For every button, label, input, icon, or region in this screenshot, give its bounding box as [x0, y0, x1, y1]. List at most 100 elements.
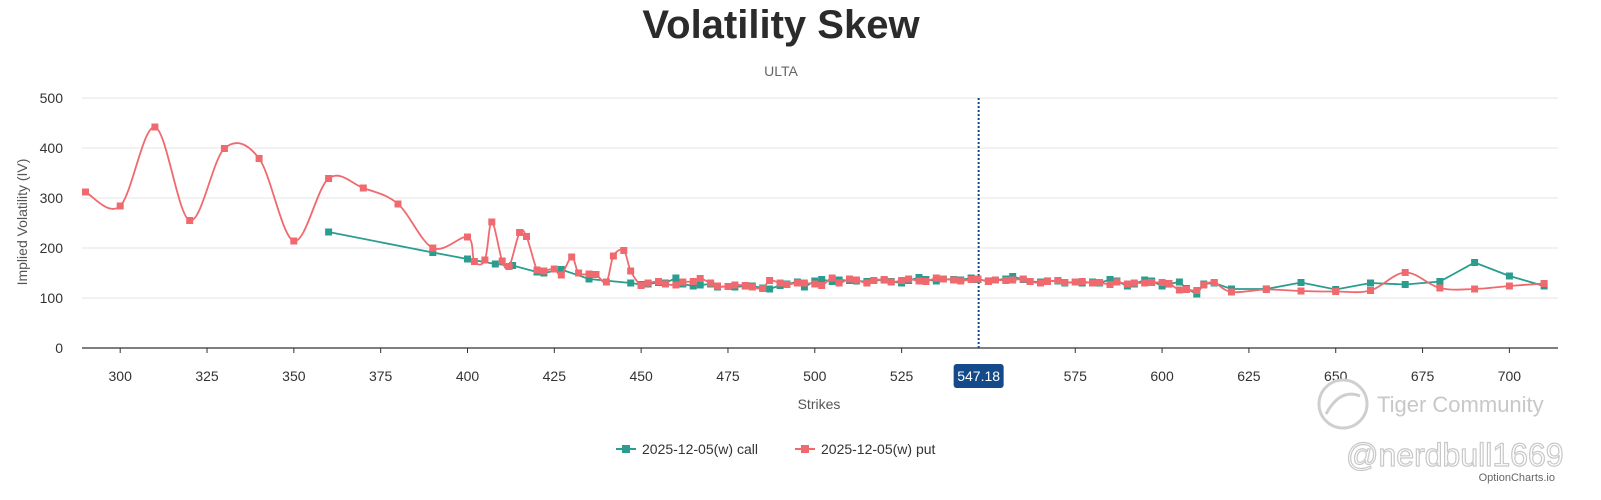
- data-point-put[interactable]: [602, 278, 610, 286]
- data-point-put[interactable]: [540, 267, 548, 275]
- data-point-put[interactable]: [655, 278, 662, 285]
- data-point-put[interactable]: [846, 275, 853, 283]
- data-point-put[interactable]: [828, 274, 836, 282]
- data-point-put[interactable]: [707, 279, 715, 287]
- data-point-put[interactable]: [1037, 279, 1044, 287]
- data-point-put[interactable]: [679, 278, 687, 286]
- data-point-put[interactable]: [870, 277, 878, 284]
- data-point-put[interactable]: [557, 271, 565, 279]
- data-point-put[interactable]: [1061, 279, 1069, 286]
- data-point-put[interactable]: [783, 281, 791, 288]
- data-point-put[interactable]: [800, 279, 808, 287]
- data-point-put[interactable]: [1071, 278, 1079, 286]
- data-point-call[interactable]: [818, 276, 826, 283]
- data-point-put[interactable]: [932, 274, 940, 282]
- data-point-put[interactable]: [1175, 286, 1183, 294]
- data-point-call[interactable]: [696, 281, 704, 289]
- data-point-put[interactable]: [488, 218, 496, 226]
- data-point-put[interactable]: [689, 278, 697, 285]
- data-point-call[interactable]: [800, 283, 808, 291]
- data-point-put[interactable]: [1141, 279, 1149, 287]
- data-point-put[interactable]: [116, 202, 124, 210]
- data-point-put[interactable]: [776, 279, 784, 287]
- data-point-put[interactable]: [533, 266, 541, 274]
- data-point-put[interactable]: [290, 237, 298, 245]
- data-point-put[interactable]: [1540, 280, 1548, 287]
- data-point-call[interactable]: [1401, 281, 1409, 288]
- data-point-put[interactable]: [523, 233, 530, 240]
- data-point-put[interactable]: [724, 283, 732, 290]
- data-point-call[interactable]: [766, 285, 774, 293]
- data-point-call[interactable]: [1471, 259, 1479, 266]
- legend-item-put[interactable]: 2025-12-05(w) put: [795, 441, 936, 457]
- data-point-call[interactable]: [1367, 279, 1374, 287]
- data-point-put[interactable]: [818, 282, 826, 289]
- data-point-put[interactable]: [853, 276, 860, 284]
- data-point-put[interactable]: [429, 244, 437, 252]
- data-point-put[interactable]: [592, 271, 600, 278]
- data-point-put[interactable]: [1019, 275, 1027, 283]
- data-point-put[interactable]: [394, 200, 402, 208]
- data-point-put[interactable]: [505, 263, 513, 270]
- data-point-put[interactable]: [898, 277, 906, 284]
- data-point-put[interactable]: [627, 267, 635, 275]
- data-point-put[interactable]: [748, 283, 756, 291]
- data-point-call[interactable]: [627, 279, 635, 287]
- data-point-put[interactable]: [568, 253, 576, 261]
- data-point-put[interactable]: [637, 282, 645, 289]
- data-point-put[interactable]: [1182, 286, 1190, 293]
- data-point-put[interactable]: [1332, 288, 1340, 295]
- data-point-put[interactable]: [1130, 279, 1138, 287]
- data-point-put[interactable]: [255, 155, 263, 162]
- data-point-put[interactable]: [1089, 279, 1097, 287]
- data-point-put[interactable]: [1096, 279, 1104, 286]
- data-point-put[interactable]: [1505, 282, 1513, 290]
- data-point-put[interactable]: [1297, 287, 1305, 295]
- data-point-put[interactable]: [1026, 278, 1034, 285]
- data-point-put[interactable]: [1262, 286, 1270, 293]
- data-point-put[interactable]: [1009, 276, 1017, 284]
- data-point-put[interactable]: [1078, 278, 1086, 285]
- data-point-put[interactable]: [880, 276, 888, 283]
- data-point-put[interactable]: [1200, 281, 1208, 289]
- data-point-put[interactable]: [186, 217, 194, 224]
- data-point-put[interactable]: [974, 275, 982, 283]
- data-point-put[interactable]: [766, 277, 774, 284]
- data-point-put[interactable]: [714, 282, 721, 290]
- data-point-put[interactable]: [731, 281, 739, 289]
- data-point-call[interactable]: [464, 255, 471, 263]
- data-point-put[interactable]: [1106, 281, 1114, 288]
- data-point-put[interactable]: [220, 145, 228, 152]
- data-point-put[interactable]: [887, 278, 895, 286]
- data-point-put[interactable]: [609, 252, 617, 260]
- legend-item-call[interactable]: 2025-12-05(w) call: [616, 441, 758, 457]
- data-point-put[interactable]: [498, 257, 506, 265]
- data-point-put[interactable]: [1436, 284, 1444, 292]
- data-point-put[interactable]: [325, 175, 333, 182]
- data-point-put[interactable]: [151, 123, 159, 131]
- data-point-call[interactable]: [325, 228, 333, 236]
- data-point-call[interactable]: [672, 274, 680, 282]
- data-point-put[interactable]: [984, 278, 992, 285]
- data-point-put[interactable]: [696, 275, 704, 282]
- data-point-put[interactable]: [620, 247, 628, 254]
- data-point-put[interactable]: [759, 285, 767, 292]
- data-point-put[interactable]: [82, 188, 89, 196]
- data-point-put[interactable]: [1113, 278, 1121, 286]
- data-point-put[interactable]: [1401, 269, 1409, 276]
- data-point-call[interactable]: [689, 282, 697, 290]
- data-point-put[interactable]: [481, 256, 489, 264]
- data-point-put[interactable]: [1193, 287, 1201, 294]
- data-point-call[interactable]: [1436, 278, 1444, 285]
- data-point-put[interactable]: [359, 184, 367, 192]
- data-point-put[interactable]: [967, 276, 975, 283]
- data-point-put[interactable]: [1054, 277, 1062, 284]
- data-point-put[interactable]: [470, 258, 478, 265]
- data-point-call[interactable]: [429, 249, 437, 256]
- data-point-put[interactable]: [1044, 278, 1051, 285]
- data-point-put[interactable]: [672, 281, 680, 289]
- data-point-put[interactable]: [1228, 288, 1235, 296]
- data-point-put[interactable]: [863, 279, 871, 287]
- data-point-put[interactable]: [905, 275, 913, 283]
- data-point-put[interactable]: [516, 229, 524, 236]
